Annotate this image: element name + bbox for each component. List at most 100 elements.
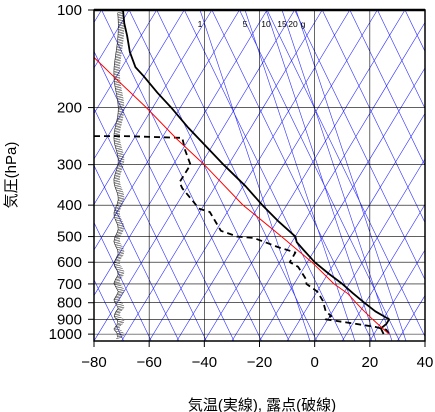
wind-barb bbox=[118, 24, 125, 27]
wind-barb bbox=[115, 219, 122, 222]
x-tick-label: −80 bbox=[81, 354, 106, 371]
wind-barb bbox=[114, 174, 121, 176]
wind-barb bbox=[114, 243, 121, 245]
wind-barb bbox=[115, 244, 122, 247]
wind-barb bbox=[118, 196, 125, 198]
wind-barb bbox=[117, 152, 124, 155]
wind-barb bbox=[116, 232, 123, 235]
wind-barb bbox=[117, 222, 124, 225]
wind-barb bbox=[115, 258, 122, 260]
dry-adiabat-line bbox=[321, 10, 425, 224]
wind-barb bbox=[116, 268, 123, 270]
dry-adiabat-line bbox=[294, 10, 425, 281]
wind-barb bbox=[114, 58, 121, 61]
wind-barb bbox=[115, 217, 122, 220]
wind-barb bbox=[114, 60, 121, 62]
wind-barb bbox=[117, 36, 124, 39]
mixing-ratio-line bbox=[199, 10, 311, 341]
wind-barb bbox=[115, 172, 122, 175]
isotherm-line bbox=[286, 112, 425, 341]
wind-barb bbox=[116, 256, 123, 259]
wind-barb bbox=[114, 80, 121, 82]
wind-barb bbox=[113, 179, 120, 181]
wind-barb bbox=[118, 21, 125, 24]
wind-barb bbox=[118, 251, 125, 254]
y-tick-label: 400 bbox=[57, 197, 82, 214]
wind-barb bbox=[117, 165, 124, 168]
wind-barb bbox=[114, 283, 121, 286]
wind-barb bbox=[115, 88, 122, 91]
wind-barb bbox=[117, 33, 125, 35]
wind-barb bbox=[113, 180, 120, 183]
mixing-ratio-label: 5 bbox=[243, 19, 248, 29]
wind-barb bbox=[118, 290, 125, 292]
wind-barb bbox=[117, 199, 125, 202]
wind-barb bbox=[115, 86, 122, 89]
wind-barb bbox=[114, 259, 121, 262]
x-tick-label: 40 bbox=[417, 354, 434, 371]
wind-barb bbox=[117, 288, 124, 291]
wind-barb bbox=[116, 246, 123, 249]
wind-barb bbox=[115, 316, 122, 319]
wind-barb bbox=[117, 269, 124, 272]
wind-barb bbox=[117, 115, 124, 118]
wind-barb bbox=[115, 90, 122, 92]
mixing-ratio-label: 1 bbox=[198, 19, 203, 29]
wind-barb bbox=[115, 266, 122, 269]
wind-barb bbox=[116, 167, 123, 170]
wind-barb bbox=[114, 207, 121, 210]
wind-barb bbox=[118, 29, 125, 32]
y-tick-label: 100 bbox=[57, 2, 82, 19]
mixing-ratio-labels: 1 5 10 15 20 g bbox=[198, 19, 306, 29]
wind-barb bbox=[114, 182, 121, 185]
dry-adiabat-line bbox=[94, 221, 152, 341]
isotherm-line bbox=[94, 10, 157, 115]
wind-barb bbox=[114, 300, 121, 302]
wind-barb bbox=[117, 201, 124, 203]
wind-barb bbox=[113, 261, 120, 264]
wind-barb bbox=[116, 204, 123, 207]
wind-barb bbox=[115, 301, 122, 304]
wind-barb bbox=[114, 83, 121, 86]
wind-barb bbox=[113, 214, 121, 217]
wind-barb bbox=[117, 117, 124, 119]
wind-barb bbox=[113, 68, 121, 71]
x-axis-label: 気温(実線), 露点(破線) bbox=[188, 397, 336, 412]
mixing-ratio-line bbox=[295, 10, 407, 341]
mixing-ratio-label: 15 bbox=[277, 19, 287, 29]
wind-barb bbox=[114, 130, 121, 133]
wind-barb bbox=[113, 263, 121, 265]
wind-barb bbox=[117, 192, 124, 195]
wind-barb bbox=[114, 315, 121, 317]
wind-barb bbox=[113, 75, 120, 77]
wind-barb bbox=[117, 100, 124, 103]
wind-barb bbox=[116, 310, 123, 312]
wind-barb bbox=[117, 248, 124, 250]
wind-barb bbox=[117, 308, 124, 311]
isotherm-line bbox=[94, 10, 295, 341]
wind-barb bbox=[116, 191, 124, 193]
wind-barb bbox=[114, 65, 121, 67]
dry-adiabat-line bbox=[156, 10, 318, 341]
wind-barb bbox=[116, 189, 123, 192]
wind-barb bbox=[114, 280, 121, 282]
wind-barb bbox=[114, 128, 121, 131]
wind-barb bbox=[117, 113, 124, 116]
dry-adiabat-line bbox=[266, 10, 425, 338]
wind-barb-staff bbox=[113, 12, 119, 338]
wind-barb bbox=[116, 120, 123, 123]
wind-barb bbox=[117, 194, 125, 197]
wind-barb bbox=[113, 281, 120, 284]
wind-barb bbox=[114, 175, 121, 178]
wind-barb bbox=[113, 133, 120, 136]
wind-barb bbox=[118, 227, 125, 230]
dry-adiabat-line bbox=[94, 278, 124, 341]
wind-barb bbox=[117, 224, 125, 227]
x-tick-label: −60 bbox=[136, 354, 161, 371]
wind-barb bbox=[116, 49, 123, 52]
x-tick-label: −20 bbox=[247, 354, 272, 371]
mixing-ratio-label: 20 bbox=[288, 19, 298, 29]
wind-barb bbox=[117, 274, 124, 277]
wind-barb bbox=[116, 303, 123, 306]
wind-barb bbox=[113, 211, 121, 213]
